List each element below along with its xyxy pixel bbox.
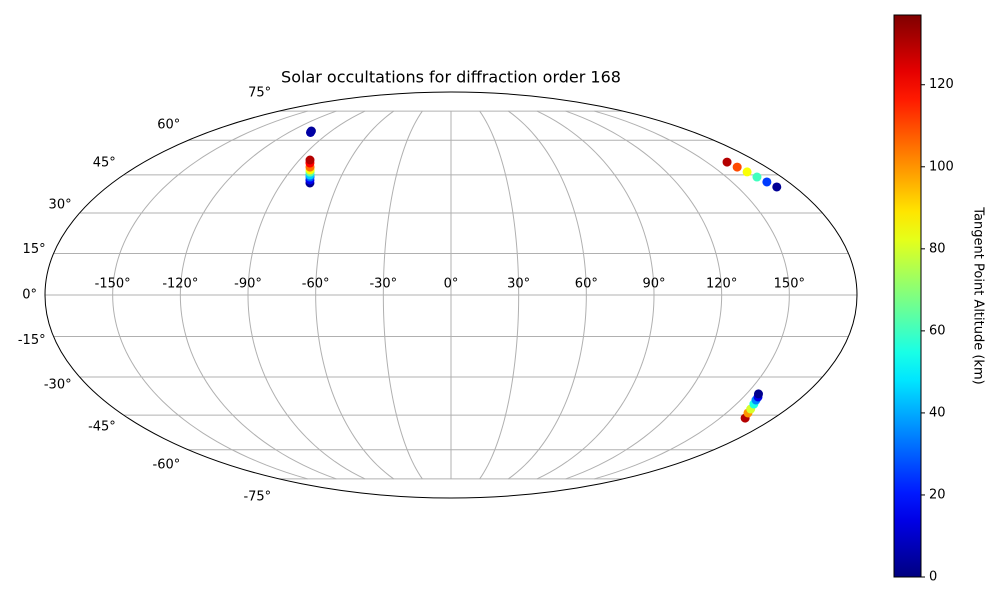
scatter-point <box>772 182 782 192</box>
colorbar-label: Tangent Point Altitude (km) <box>971 206 986 384</box>
x-tick-label: -60° <box>302 277 330 292</box>
chart-title: Solar occultations for diffraction order… <box>281 68 621 87</box>
grid-line <box>594 110 790 480</box>
x-tick-label: -90° <box>234 277 262 292</box>
x-tick-label: 0° <box>444 277 459 292</box>
grid-line <box>536 110 655 480</box>
colorbar <box>893 14 922 578</box>
x-tick-label: -30° <box>369 277 397 292</box>
y-tick-label: 75° <box>248 85 271 100</box>
scatter-point <box>305 127 315 137</box>
x-tick-label: 30° <box>507 277 530 292</box>
colorbar-tick-label: 60 <box>929 323 946 338</box>
y-tick-label: 45° <box>93 155 116 170</box>
y-tick-label: -75° <box>243 490 271 505</box>
scatter-point <box>305 155 315 165</box>
scatter-point <box>742 167 752 177</box>
scatter-point <box>762 177 772 187</box>
grid-line <box>112 110 308 480</box>
y-tick-label: 30° <box>49 197 72 212</box>
map-boundary <box>44 91 858 499</box>
colorbar-tick-label: 20 <box>929 487 946 502</box>
grid-line <box>179 110 337 480</box>
scatter-point <box>752 172 762 182</box>
x-tick-label: 120° <box>706 277 737 292</box>
x-tick-label: 150° <box>774 277 805 292</box>
y-tick-label: -45° <box>88 420 116 435</box>
y-tick-label: -60° <box>153 458 181 473</box>
x-tick-label: 60° <box>575 277 598 292</box>
colorbar-tick-label: 0 <box>929 570 937 585</box>
x-tick-label: 90° <box>642 277 665 292</box>
y-tick-label: -30° <box>44 378 72 393</box>
y-tick-label: 15° <box>23 242 46 257</box>
y-tick-label: -15° <box>18 333 46 348</box>
grid-line <box>382 110 423 480</box>
colorbar-tick-label: 100 <box>929 159 954 174</box>
scatter-point <box>753 389 763 399</box>
x-tick-label: -150° <box>95 277 131 292</box>
x-tick-label: -120° <box>162 277 198 292</box>
y-tick-label: 0° <box>22 288 37 303</box>
grid-line <box>479 110 520 480</box>
colorbar-tick-label: 120 <box>929 77 954 92</box>
grid-line <box>247 110 366 480</box>
grid-line <box>315 110 395 480</box>
scatter-point <box>732 162 742 172</box>
y-tick-label: 60° <box>157 117 180 132</box>
grid-line <box>507 110 587 480</box>
colorbar-tick-label: 80 <box>929 241 946 256</box>
grid-line <box>565 110 723 480</box>
scatter-point <box>722 157 732 167</box>
colorbar-tick-label: 40 <box>929 405 946 420</box>
